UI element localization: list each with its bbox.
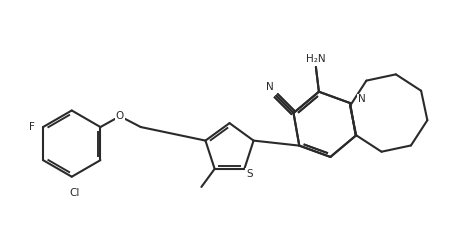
Text: N: N: [266, 82, 274, 92]
Text: O: O: [116, 111, 124, 121]
Text: N: N: [358, 94, 366, 104]
Text: H₂N: H₂N: [306, 54, 326, 64]
Text: S: S: [246, 169, 252, 179]
Text: Cl: Cl: [70, 188, 80, 198]
Text: N: N: [266, 82, 274, 92]
Text: H₂N: H₂N: [306, 54, 326, 64]
Text: N: N: [358, 94, 366, 104]
Text: F: F: [29, 122, 35, 132]
